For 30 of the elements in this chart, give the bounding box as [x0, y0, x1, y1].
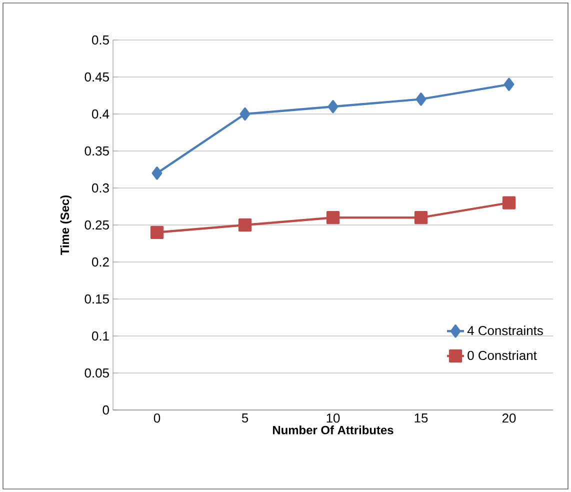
point: [328, 100, 338, 114]
x-tick-label: 0: [154, 414, 160, 423]
y-tick-label: 0: [102, 405, 109, 415]
x-tick-label: 10: [326, 414, 340, 423]
y-tick-label: 0.15: [84, 294, 109, 304]
y-axis-title: Time (Sec): [60, 195, 72, 255]
point: [502, 196, 516, 210]
y-tick-label: 0.4: [92, 109, 110, 119]
y-tick-label: 0.2: [92, 257, 109, 267]
legend-label: 0 Constriant: [468, 350, 537, 360]
legend-label: 4 Constraints: [467, 326, 543, 336]
point: [414, 211, 428, 224]
y-tick-label: 0.45: [84, 72, 109, 82]
point: [240, 107, 250, 121]
x-axis-title: Number Of Attributes: [273, 426, 394, 434]
point: [416, 92, 426, 106]
point: [150, 226, 164, 239]
x-tick-label: 15: [414, 414, 428, 423]
point: [152, 166, 162, 180]
point: [504, 78, 514, 91]
y-tick-label: 0.25: [84, 220, 109, 230]
y-tick-label: 0.5: [92, 35, 109, 45]
y-tick-label: 0.35: [84, 146, 109, 156]
x-tick-label: 5: [242, 414, 248, 423]
y-tick-label: 0.05: [84, 368, 109, 378]
point: [326, 211, 340, 224]
y-tick-label: 0.1: [92, 331, 109, 341]
x-tick-label: 20: [502, 414, 516, 423]
y-tick-label: 0.3: [92, 183, 109, 193]
point: [238, 218, 252, 232]
